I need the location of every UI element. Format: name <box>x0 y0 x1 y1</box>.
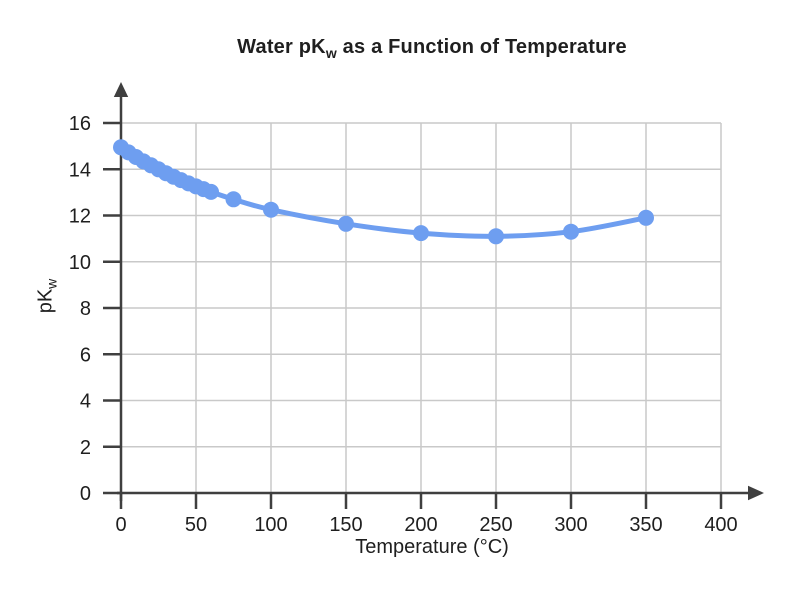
y-tick-label: 8 <box>80 298 91 320</box>
x-tick-label: 350 <box>629 514 662 536</box>
x-tick-label: 300 <box>554 514 587 536</box>
y-tick-label: 4 <box>80 391 91 413</box>
x-tick-label: 100 <box>254 514 287 536</box>
y-tick-label: 10 <box>69 252 91 274</box>
y-tick-label: 16 <box>69 113 91 135</box>
x-tick-label: 200 <box>404 514 437 536</box>
data-point <box>263 201 279 218</box>
x-tick-label: 50 <box>185 514 207 536</box>
y-tick-label: 2 <box>80 437 91 459</box>
x-tick-label: 0 <box>115 514 126 536</box>
data-point <box>338 215 354 232</box>
x-tick-label: 400 <box>704 514 737 536</box>
y-tick-label: 0 <box>80 483 91 505</box>
chart-title: Water pKw as a Function of Temperature <box>32 36 800 61</box>
data-point <box>203 183 219 200</box>
x-tick-label: 250 <box>479 514 512 536</box>
data-point <box>413 225 429 242</box>
chart-title-prefix: Water pK <box>237 36 326 58</box>
data-point <box>638 209 654 226</box>
chart-title-subscript: w <box>325 45 337 61</box>
y-tick-label: 12 <box>69 206 91 228</box>
data-point <box>225 191 242 208</box>
x-tick-label: 150 <box>329 514 362 536</box>
chart-title-suffix: as a Function of Temperature <box>336 36 627 58</box>
x-axis-label: Temperature (°C) <box>355 536 509 558</box>
data-point <box>563 223 579 240</box>
data-point <box>488 228 504 245</box>
y-axis-arrow <box>113 82 129 97</box>
y-tick-label: 14 <box>69 159 91 181</box>
y-tick-label: 6 <box>80 344 91 366</box>
x-axis-arrow <box>748 485 764 501</box>
